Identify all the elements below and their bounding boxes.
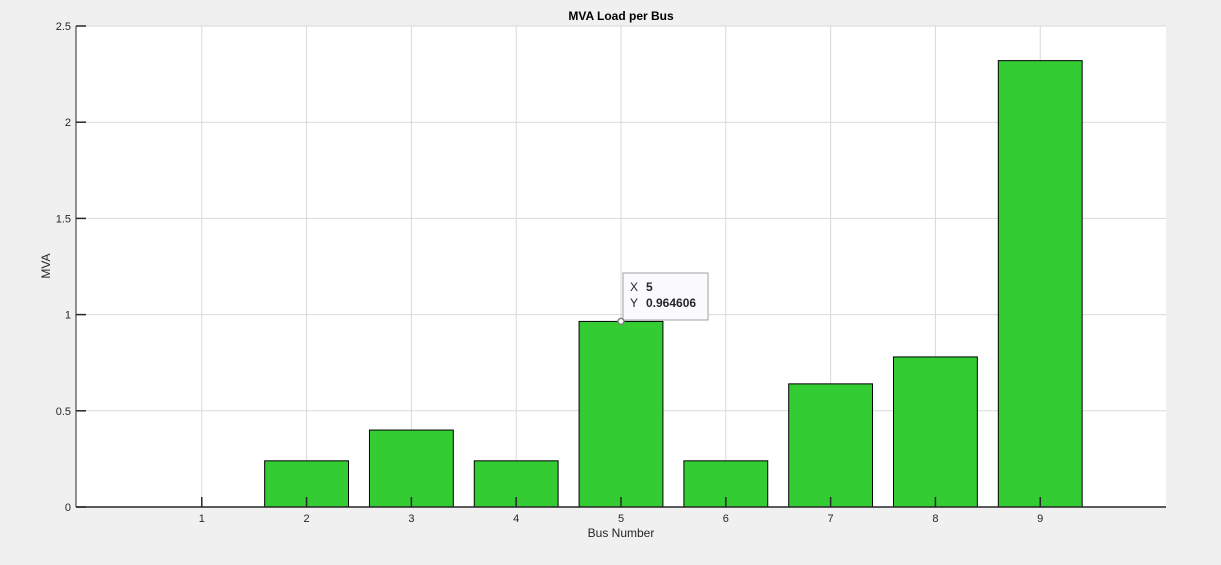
bar-bus-5[interactable] [578,320,664,508]
datatip-x-value: 5 [646,280,653,294]
bars [264,60,1083,508]
x-tick-label-4: 4 [513,513,519,525]
tick-labels: 1 2 3 4 5 6 7 8 9 0 0.5 1 1.5 2 2.5 [56,21,1044,525]
datatip-box [622,272,709,321]
y-tick-label-2.5: 2.5 [56,21,71,33]
y-tick-label-2: 2 [65,117,71,129]
y-tick-label-1.5: 1.5 [56,213,71,225]
axes [75,25,1166,508]
x-tick-label-1: 1 [199,513,205,525]
x-tick-label-9: 9 [1037,513,1043,525]
x-tick-label-6: 6 [723,513,729,525]
x-tick-label-2: 2 [304,513,310,525]
bar-bus-7[interactable] [788,383,874,508]
y-tick-label-0: 0 [65,502,71,514]
x-tick-label-3: 3 [408,513,414,525]
y-tick-label-1: 1 [65,310,71,322]
datatip-x-label: X [630,280,638,294]
x-tick-label-5: 5 [618,513,624,525]
y-tick-label-0.5: 0.5 [56,406,71,418]
x-tick-label-7: 7 [828,513,834,525]
datatip-marker[interactable] [617,317,625,326]
datatip[interactable]: X 5 Y 0.964606 [617,272,709,326]
x-tick-label-8: 8 [932,513,938,525]
bar-bus-8[interactable] [893,356,978,508]
bar-bus-9[interactable] [997,60,1083,508]
chart-title: MVA Load per Bus [568,9,674,23]
datatip-y-label: Y [630,296,638,310]
datatip-y-value: 0.964606 [646,296,696,310]
y-axis-label: MVA [39,253,53,278]
x-axis-label: Bus Number [588,526,655,540]
bar-bus-3[interactable] [368,429,454,508]
